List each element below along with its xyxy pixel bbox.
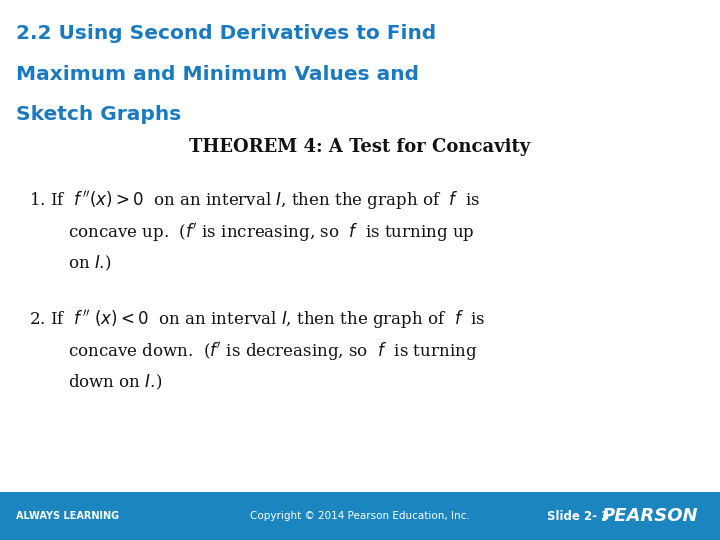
Text: down on $I$.): down on $I$.) bbox=[68, 373, 163, 392]
Text: PEARSON: PEARSON bbox=[602, 507, 698, 525]
Text: on $I$.): on $I$.) bbox=[68, 254, 112, 273]
Text: Maximum and Minimum Values and: Maximum and Minimum Values and bbox=[16, 65, 419, 84]
FancyBboxPatch shape bbox=[0, 492, 720, 540]
FancyBboxPatch shape bbox=[0, 0, 720, 492]
Text: Sketch Graphs: Sketch Graphs bbox=[16, 105, 181, 124]
Text: 2. If  $f\,''$ $(x) < 0$  on an interval $I$, then the graph of  $f$  is: 2. If $f\,''$ $(x) < 0$ on an interval $… bbox=[29, 308, 485, 331]
Text: 2.2 Using Second Derivatives to Find: 2.2 Using Second Derivatives to Find bbox=[16, 24, 436, 43]
Text: 1. If  $f\,''(x) > 0$  on an interval $I$, then the graph of  $f$  is: 1. If $f\,''(x) > 0$ on an interval $I$,… bbox=[29, 189, 480, 212]
Text: Copyright © 2014 Pearson Education, Inc.: Copyright © 2014 Pearson Education, Inc. bbox=[250, 511, 470, 521]
Text: THEOREM 4: A Test for Concavity: THEOREM 4: A Test for Concavity bbox=[189, 138, 531, 156]
Text: Slide 2- 3: Slide 2- 3 bbox=[547, 510, 609, 523]
Text: ALWAYS LEARNING: ALWAYS LEARNING bbox=[16, 511, 119, 521]
Text: concave down.  ($f'$ is decreasing, so  $f$  is turning: concave down. ($f'$ is decreasing, so $f… bbox=[68, 340, 477, 363]
Text: concave up.  ($f'$ is increasing, so  $f$  is turning up: concave up. ($f'$ is increasing, so $f$ … bbox=[68, 221, 475, 245]
